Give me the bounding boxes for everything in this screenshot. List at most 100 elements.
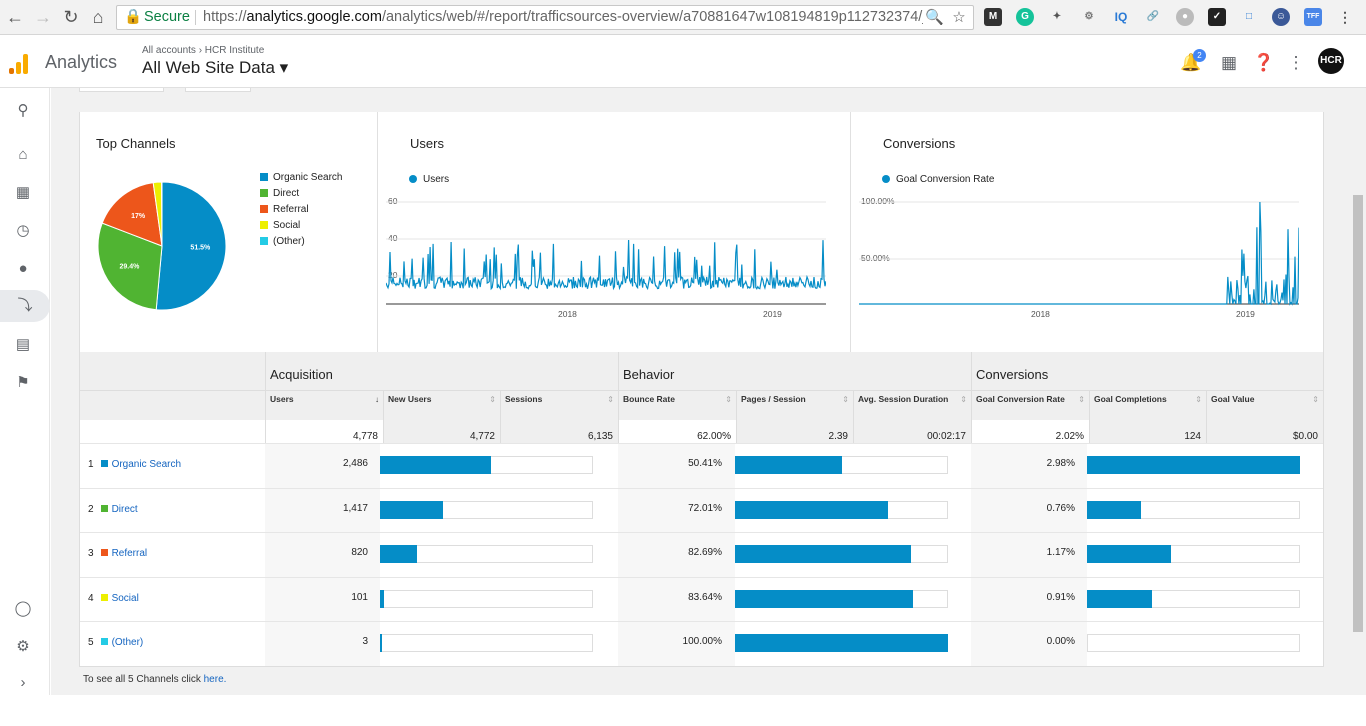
- see-all-channels-link[interactable]: here.: [203, 674, 227, 685]
- search-icon[interactable]: ⚲: [17, 102, 29, 119]
- view-selector[interactable]: All Web Site Data ▾: [142, 58, 289, 77]
- help-icon[interactable]: ❓: [1253, 53, 1275, 72]
- back-icon[interactable]: ←: [6, 7, 24, 27]
- extension-window-icon[interactable]: □: [1240, 8, 1258, 26]
- cell-bounce-rate: 100.00%: [682, 636, 722, 648]
- column-header-new-users[interactable]: New Users ⇕: [383, 390, 500, 420]
- grammarly-icon[interactable]: G: [1016, 8, 1034, 26]
- channel-link[interactable]: Organic Search: [111, 459, 182, 470]
- extension-profile-icon[interactable]: ☺: [1272, 8, 1290, 26]
- pie-slice-organic-search[interactable]: [155, 181, 227, 311]
- top-channels-pie-chart[interactable]: 51.5% 29.4% 17%: [92, 176, 232, 316]
- discover-lightbulb-icon[interactable]: ◯: [14, 600, 32, 617]
- cell-users: 1,417: [342, 502, 368, 514]
- extension-globe-icon[interactable]: ●: [1176, 8, 1194, 26]
- users-series-line[interactable]: [386, 239, 826, 291]
- expand-chevron-icon[interactable]: ›: [20, 674, 26, 691]
- legend-direct[interactable]: Direct: [260, 188, 299, 199]
- chrome-menu-icon[interactable]: ⋮: [1336, 8, 1354, 26]
- users-legend[interactable]: Users: [409, 174, 449, 185]
- conversions-flag-icon[interactable]: ⚑: [16, 374, 30, 391]
- bar-fill-users: [380, 545, 417, 564]
- legend-organic-search[interactable]: Organic Search: [260, 172, 342, 183]
- conversions-legend[interactable]: Goal Conversion Rate: [882, 174, 994, 185]
- channel-link[interactable]: Direct: [111, 503, 138, 515]
- realtime-clock-icon[interactable]: ◷: [16, 222, 30, 239]
- column-header-users[interactable]: Users ↓: [265, 390, 383, 420]
- row-color-swatch: [100, 593, 108, 601]
- card-divider: [850, 112, 851, 352]
- extension-gear-icon[interactable]: ⚙: [1080, 8, 1098, 26]
- bar-fill-bounce-rate: [735, 589, 913, 608]
- total-sessions: 6,135: [500, 420, 618, 443]
- extension-check-icon[interactable]: ✓: [1208, 8, 1226, 26]
- channel-link[interactable]: Referral: [111, 548, 148, 560]
- column-header-goal-completions[interactable]: Goal Completions ⇕: [1089, 390, 1206, 420]
- legend-other[interactable]: (Other): [260, 236, 305, 247]
- column-header-channel: [80, 390, 265, 420]
- address-bar[interactable]: 🔒 Secure https://analytics.google.com/an…: [116, 5, 974, 30]
- top-channels-title: Top Channels: [96, 136, 176, 151]
- channel-link[interactable]: Social: [111, 592, 139, 604]
- scrollbar-thumb[interactable]: [1353, 195, 1363, 632]
- bookmark-star-icon[interactable]: ☆: [952, 9, 966, 26]
- cell-users: 2,486: [342, 458, 368, 469]
- reload-icon[interactable]: ↻: [63, 7, 79, 27]
- audience-person-icon[interactable]: ●: [18, 260, 28, 277]
- toolbar-stub-1[interactable]: [79, 88, 164, 92]
- column-header-pages-session[interactable]: Pages / Session ⇕: [736, 390, 853, 420]
- users-ytick-60: 60: [388, 196, 398, 206]
- admin-gear-icon[interactable]: ⚙: [16, 638, 30, 655]
- bar-track: [380, 589, 593, 608]
- goal-conversion-rate-series-line[interactable]: [859, 201, 1299, 306]
- url-text[interactable]: https://analytics.google.com/analytics/w…: [203, 9, 923, 25]
- column-header-avg-session-duration[interactable]: Avg. Session Duration ⇕: [853, 390, 971, 420]
- home-icon[interactable]: ⌂: [92, 7, 104, 27]
- total-new-users: 4,772: [383, 420, 500, 443]
- column-header-sessions[interactable]: Sessions ⇕: [500, 390, 618, 420]
- conversions-line-chart[interactable]: [859, 198, 1299, 308]
- pie-slice-direct[interactable]: [97, 222, 163, 311]
- extension-tff-icon[interactable]: TFF: [1304, 8, 1322, 26]
- extension-iq-icon[interactable]: IQ: [1112, 8, 1130, 26]
- acquisition-icon[interactable]: ⤵: [0, 290, 50, 322]
- cell-bounce-rate: 82.69%: [688, 547, 722, 559]
- extension-link-icon[interactable]: 🔗: [1144, 8, 1162, 26]
- column-header-goal-value[interactable]: Goal Value ⇕: [1206, 390, 1323, 420]
- pie-slice-referral[interactable]: [101, 182, 163, 247]
- extension-bird-icon[interactable]: ✦: [1048, 8, 1066, 26]
- extension-m-icon[interactable]: M: [984, 8, 1002, 26]
- column-header-bounce-rate[interactable]: Bounce Rate ⇕: [618, 390, 736, 420]
- conversions-title: Conversions: [883, 136, 956, 151]
- total-goal-conversion-rate: 2.02%: [971, 420, 1089, 443]
- conversions-ytick-50: 50.00%: [861, 253, 890, 263]
- users-line-chart[interactable]: [386, 198, 826, 308]
- legend-social[interactable]: Social: [260, 220, 300, 231]
- account-breadcrumb[interactable]: All accounts › HCR Institute: [142, 45, 265, 56]
- secure-label: Secure: [144, 9, 190, 25]
- behavior-icon[interactable]: ▤: [15, 336, 31, 353]
- column-header-goal-conversion-rate[interactable]: Goal Conversion Rate ⇕: [971, 390, 1089, 420]
- bar-fill-users: [380, 589, 384, 608]
- channel-link[interactable]: (Other): [111, 637, 144, 649]
- home-icon[interactable]: ⌂: [18, 146, 28, 163]
- conversions-card: Conversions Goal Conversion Rate 100.00%…: [851, 112, 1323, 352]
- url-separator: [195, 10, 196, 25]
- users-xtick-2018: 2018: [558, 309, 577, 319]
- apps-grid-icon[interactable]: ▦: [1220, 53, 1238, 72]
- customization-icon[interactable]: ▦: [15, 184, 31, 201]
- table-row-label: 3 Referral: [80, 532, 264, 576]
- forward-icon[interactable]: →: [34, 7, 52, 27]
- group-acquisition: Acquisition: [265, 352, 618, 390]
- row-divider: [80, 487, 1323, 489]
- zoom-icon[interactable]: 🔍: [925, 9, 944, 26]
- cell-users: 3: [362, 636, 368, 648]
- legend-referral[interactable]: Referral: [260, 204, 309, 215]
- cell-conv-rate: 0.91%: [1046, 591, 1075, 603]
- pie-slice-label: 51.5%: [190, 245, 211, 252]
- analytics-logo-icon[interactable]: [9, 52, 31, 74]
- more-vert-icon[interactable]: ⋮: [1287, 53, 1305, 72]
- top-channels-card: Top Channels 51.5% 29.4% 17% Organic Searc…: [80, 112, 377, 352]
- avatar[interactable]: HCR: [1318, 48, 1344, 74]
- toolbar-stub-2[interactable]: [185, 88, 251, 92]
